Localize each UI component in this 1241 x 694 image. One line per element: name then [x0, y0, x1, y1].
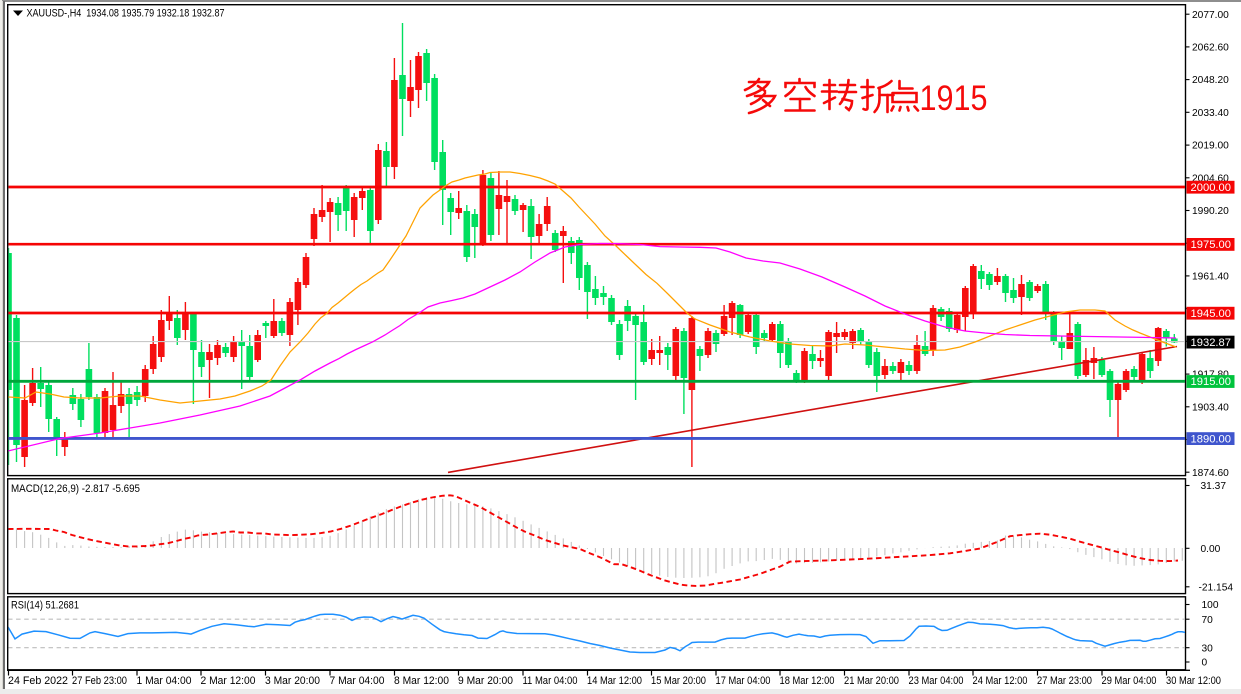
svg-text:MACD(12,26,9) -2.817 -5.695: MACD(12,26,9) -2.817 -5.695 [11, 483, 140, 495]
svg-text:XAUUSD-,H4 1934.08 1935.79 19: XAUUSD-,H4 1934.08 1935.79 1932.18 1932.… [27, 7, 225, 19]
svg-text:24 Feb 2022: 24 Feb 2022 [8, 675, 68, 687]
svg-text:0: 0 [1202, 658, 1208, 669]
svg-text:15 Mar 20:00: 15 Mar 20:00 [651, 675, 706, 687]
svg-text:31.37: 31.37 [1201, 481, 1227, 492]
svg-text:1990.20: 1990.20 [1192, 206, 1229, 217]
svg-text:100: 100 [1202, 600, 1219, 611]
svg-text:2033.40: 2033.40 [1192, 108, 1229, 119]
svg-text:1915.00: 1915.00 [1191, 376, 1232, 388]
svg-text:RSI(14) 51.2681: RSI(14) 51.2681 [11, 600, 79, 612]
svg-text:2077.00: 2077.00 [1192, 10, 1229, 21]
svg-text:27 Mar 23:00: 27 Mar 23:00 [1037, 675, 1092, 687]
svg-text:11 Mar 04:00: 11 Mar 04:00 [523, 675, 578, 687]
svg-text:17 Mar 04:00: 17 Mar 04:00 [716, 675, 771, 687]
svg-text:1961.40: 1961.40 [1192, 272, 1229, 283]
svg-text:30 Mar 12:00: 30 Mar 12:00 [1166, 675, 1221, 687]
svg-text:30: 30 [1202, 643, 1214, 654]
svg-text:1874.60: 1874.60 [1192, 468, 1229, 479]
svg-text:1975.00: 1975.00 [1191, 239, 1232, 251]
svg-text:24 Mar 12:00: 24 Mar 12:00 [973, 675, 1028, 687]
svg-text:1 Mar 04:00: 1 Mar 04:00 [137, 675, 192, 687]
svg-text:1890.00: 1890.00 [1191, 433, 1232, 445]
svg-text:2048.20: 2048.20 [1192, 75, 1229, 86]
svg-text:1932.87: 1932.87 [1191, 337, 1232, 349]
svg-text:2004.60: 2004.60 [1192, 173, 1229, 184]
svg-text:18 Mar 12:00: 18 Mar 12:00 [780, 675, 835, 687]
svg-text:1945.00: 1945.00 [1191, 308, 1232, 320]
svg-text:2019.00: 2019.00 [1192, 141, 1229, 152]
svg-text:2 Mar 12:00: 2 Mar 12:00 [201, 675, 256, 687]
svg-text:70: 70 [1202, 615, 1214, 626]
svg-text:7 Mar 04:00: 7 Mar 04:00 [330, 675, 385, 687]
svg-text:14 Mar 12:00: 14 Mar 12:00 [587, 675, 642, 687]
svg-text:21 Mar 20:00: 21 Mar 20:00 [844, 675, 899, 687]
svg-text:27 Feb 23:00: 27 Feb 23:00 [72, 675, 127, 687]
svg-text:2062.60: 2062.60 [1192, 43, 1229, 54]
svg-text:29 Mar 04:00: 29 Mar 04:00 [1102, 675, 1157, 687]
svg-text:1915: 1915 [920, 79, 988, 118]
svg-text:8 Mar 12:00: 8 Mar 12:00 [394, 675, 449, 687]
svg-text:2000.00: 2000.00 [1191, 182, 1232, 194]
svg-text:3 Mar 20:00: 3 Mar 20:00 [265, 675, 320, 687]
svg-text:0.00: 0.00 [1201, 544, 1221, 555]
svg-text:-21.154: -21.154 [1199, 582, 1234, 593]
svg-text:1903.40: 1903.40 [1192, 402, 1229, 413]
svg-text:9 Mar 20:00: 9 Mar 20:00 [458, 675, 513, 687]
svg-text:23 Mar 04:00: 23 Mar 04:00 [909, 675, 964, 687]
